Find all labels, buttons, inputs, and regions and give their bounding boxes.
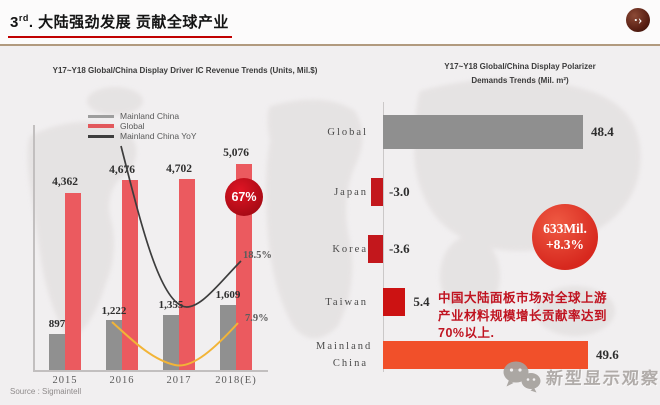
- global-bar: [65, 192, 81, 370]
- badge-633-value: 633Mil.: [543, 221, 587, 236]
- mainland-bar-value: 1,222: [101, 304, 127, 317]
- polarizer-bar: [383, 341, 588, 369]
- slide-title-ordinal: rd: [18, 13, 29, 23]
- mainland-bar-value: 1,609: [215, 289, 241, 302]
- sigmaintell-logo-icon: ·›: [626, 8, 650, 32]
- category-label: Taiwan: [325, 297, 368, 308]
- watermark-label: 新型显示观察: [545, 369, 660, 388]
- x-axis-tick-label: 2017: [166, 375, 192, 386]
- polarizer-value: -3.6: [389, 241, 410, 256]
- x-axis-tick-label: 2015: [52, 375, 78, 386]
- source-caption: Source : Sigmaintell: [10, 387, 82, 396]
- polarizer-bar: [368, 235, 383, 263]
- legend-swatch: [88, 134, 114, 138]
- category-label: Mainland China: [316, 341, 373, 369]
- badge-633-growth: +8.3%: [545, 237, 585, 252]
- global-yoy-end-label: 7.9%: [245, 313, 269, 324]
- right-chart-title-line1: Y17~Y18 Global/China Display Polarizer: [444, 62, 596, 71]
- slide-title-text: . 大陆强劲发展 贡献全球产业: [28, 14, 229, 31]
- category-label: Korea: [332, 244, 368, 255]
- contribution-67-badge: 67%: [225, 178, 263, 216]
- wechat-icon: [503, 361, 541, 393]
- legend-label: Mainland China: [120, 111, 180, 121]
- contribution-note: 中国大陆面板市场对全球上游产业材料规模增长贡献率达到70%以上.: [438, 291, 608, 340]
- watermark: 新型显示观察: [502, 360, 660, 393]
- global-bar-value: 4,702: [166, 162, 192, 175]
- global-bar-value: 4,676: [109, 163, 135, 176]
- left-chart-x-axis: [33, 370, 268, 372]
- category-label: Global: [327, 127, 368, 138]
- slide-title-number: 3: [10, 14, 19, 31]
- global-bar-value: 4,362: [52, 176, 78, 189]
- global-bar: [179, 179, 195, 370]
- legend-swatch: [88, 124, 114, 128]
- mainland-bar-value: 1,355: [158, 299, 184, 312]
- right-chart-title-line2: Demands Trends (Mil. m²): [471, 76, 569, 85]
- legend-label: Mainland China YoY: [120, 131, 197, 141]
- mainland-china-bar: [49, 333, 65, 370]
- slide-title: 3rd. 大陆强劲发展 贡献全球产业: [10, 11, 229, 32]
- demand-633-badge: 633Mil. +8.3%: [532, 204, 598, 270]
- left-chart-y-axis: [33, 125, 35, 371]
- legend-item: Global: [88, 121, 197, 131]
- mainland-china-bar: [106, 320, 122, 370]
- x-axis-tick-label: 2018(E): [215, 375, 257, 386]
- left-chart-legend: Mainland China Global Mainland China YoY: [88, 111, 197, 141]
- mainland-bar-value: 897: [48, 318, 66, 331]
- right-chart-axis: [383, 102, 384, 372]
- polarizer-bar: [370, 178, 383, 206]
- polarizer-bar: [383, 115, 583, 149]
- legend-label: Global: [120, 121, 145, 131]
- polarizer-value: 48.4: [590, 124, 614, 139]
- header-divider: [0, 44, 660, 46]
- legend-item: Mainland China YoY: [88, 131, 197, 141]
- global-bar-value: 5,076: [223, 147, 249, 160]
- header: 3rd. 大陆强劲发展 贡献全球产业 ·›: [0, 0, 660, 44]
- mainland-china-bar: [220, 304, 236, 370]
- global-bar: [122, 180, 138, 370]
- mainland-china-bar: [163, 314, 179, 370]
- polarizer-value: 49.6: [595, 347, 619, 362]
- category-label: Japan: [334, 187, 368, 198]
- legend-item: Mainland China: [88, 111, 197, 121]
- legend-swatch: [88, 114, 114, 118]
- title-underline: [8, 36, 232, 38]
- x-axis-tick-label: 2016: [109, 375, 135, 386]
- polarizer-value: 5.4: [413, 294, 430, 309]
- mainland-yoy-end-label: 18.5%: [243, 250, 272, 261]
- left-chart-title: Y17~Y18 Global/China Display Driver IC R…: [52, 66, 318, 75]
- polarizer-value: -3.0: [389, 184, 410, 199]
- polarizer-bar: [383, 288, 406, 316]
